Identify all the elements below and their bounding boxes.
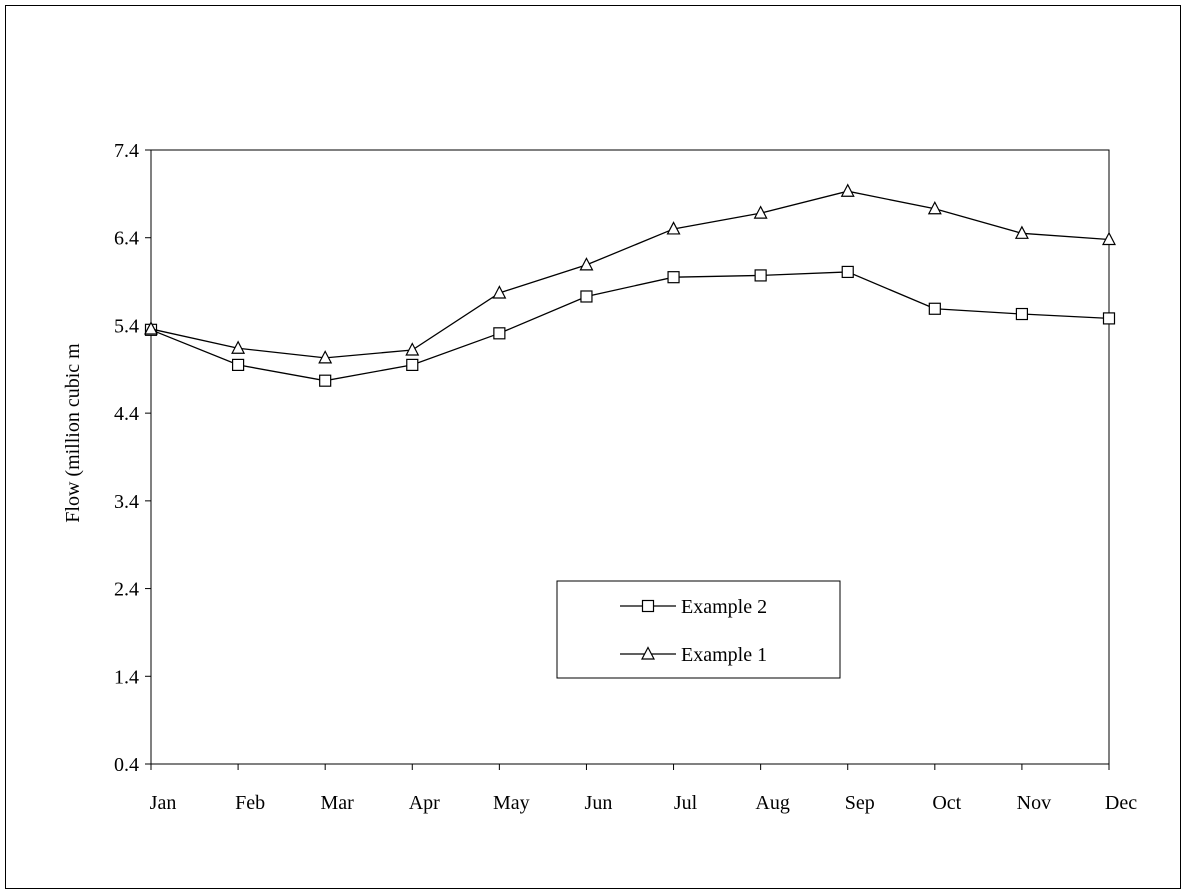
x-tick-label: Jul [674, 792, 698, 814]
data-point-example-2 [1015, 307, 1029, 321]
legend-item-example-1: Example 1 [620, 644, 767, 666]
y-tick-label: 2.4 [114, 579, 139, 601]
series-line-example-2 [150, 271, 1110, 382]
y-tick-label: 4.4 [114, 403, 139, 425]
data-point-example-1 [405, 342, 420, 356]
x-tick-label: Jun [585, 792, 613, 814]
data-point-example-1 [927, 200, 942, 215]
x-tick-label: Apr [409, 792, 440, 814]
x-tick-label: May [493, 792, 530, 814]
series-example-1 [144, 183, 1116, 364]
data-point-example-2 [493, 327, 506, 340]
y-tick-label: 7.4 [114, 140, 139, 162]
series-layer [144, 183, 1116, 387]
x-tick-label: Nov [1017, 792, 1051, 814]
x-tick-label: Jan [150, 792, 177, 814]
legend-marker-square [641, 599, 655, 613]
data-point-example-1 [144, 321, 158, 335]
data-point-example-2 [841, 265, 854, 279]
data-point-example-1 [666, 221, 681, 235]
data-point-example-2 [667, 271, 680, 284]
series-line-example-1 [150, 190, 1110, 359]
x-axis: Jan Feb Mar Apr May Jun Jul Aug Sep Oct Nov Dec [150, 764, 1137, 814]
y-tick-label: 1.4 [114, 666, 139, 688]
x-tick-label: Feb [235, 792, 265, 814]
x-tick-label: Sep [845, 792, 875, 814]
data-point-example-1 [840, 183, 855, 197]
y-axis: 0.4 1.4 2.4 3.4 4.4 5.4 6.4 7.4 [114, 140, 151, 776]
legend-marker-triangle [641, 646, 655, 660]
y-axis-label: Flow (million cubic m [62, 343, 84, 523]
series-example-2 [144, 265, 1116, 387]
data-point-example-1 [231, 340, 246, 354]
legend-label: Example 1 [681, 644, 767, 666]
legend: Example 2 Example 1 [556, 580, 841, 679]
data-point-example-1 [579, 257, 594, 271]
x-tick-label: Mar [321, 792, 355, 814]
x-tick-label: Dec [1105, 792, 1137, 814]
y-tick-label: 6.4 [114, 228, 139, 250]
y-tick-label: 0.4 [114, 754, 139, 776]
data-point-example-1 [492, 285, 507, 299]
data-point-example-2 [1102, 312, 1116, 325]
data-point-example-2 [580, 290, 593, 303]
legend-item-example-2: Example 2 [620, 596, 767, 618]
data-point-example-1 [1102, 231, 1116, 246]
data-point-example-2 [406, 358, 419, 371]
x-tick-label: Aug [755, 792, 789, 814]
data-point-example-1 [318, 350, 333, 364]
data-point-example-2 [754, 269, 767, 282]
x-tick-label: Oct [932, 792, 961, 814]
legend-box [556, 580, 841, 679]
chart-frame [5, 5, 1181, 889]
data-point-example-1 [753, 205, 768, 219]
legend-label: Example 2 [681, 596, 767, 618]
data-point-example-2 [319, 374, 332, 387]
data-point-example-1 [1014, 225, 1029, 239]
plot-area [150, 149, 1110, 765]
data-point-example-2 [231, 358, 245, 371]
y-tick-label: 3.4 [114, 491, 139, 513]
data-point-example-2 [928, 302, 941, 315]
y-tick-label: 5.4 [114, 315, 139, 337]
